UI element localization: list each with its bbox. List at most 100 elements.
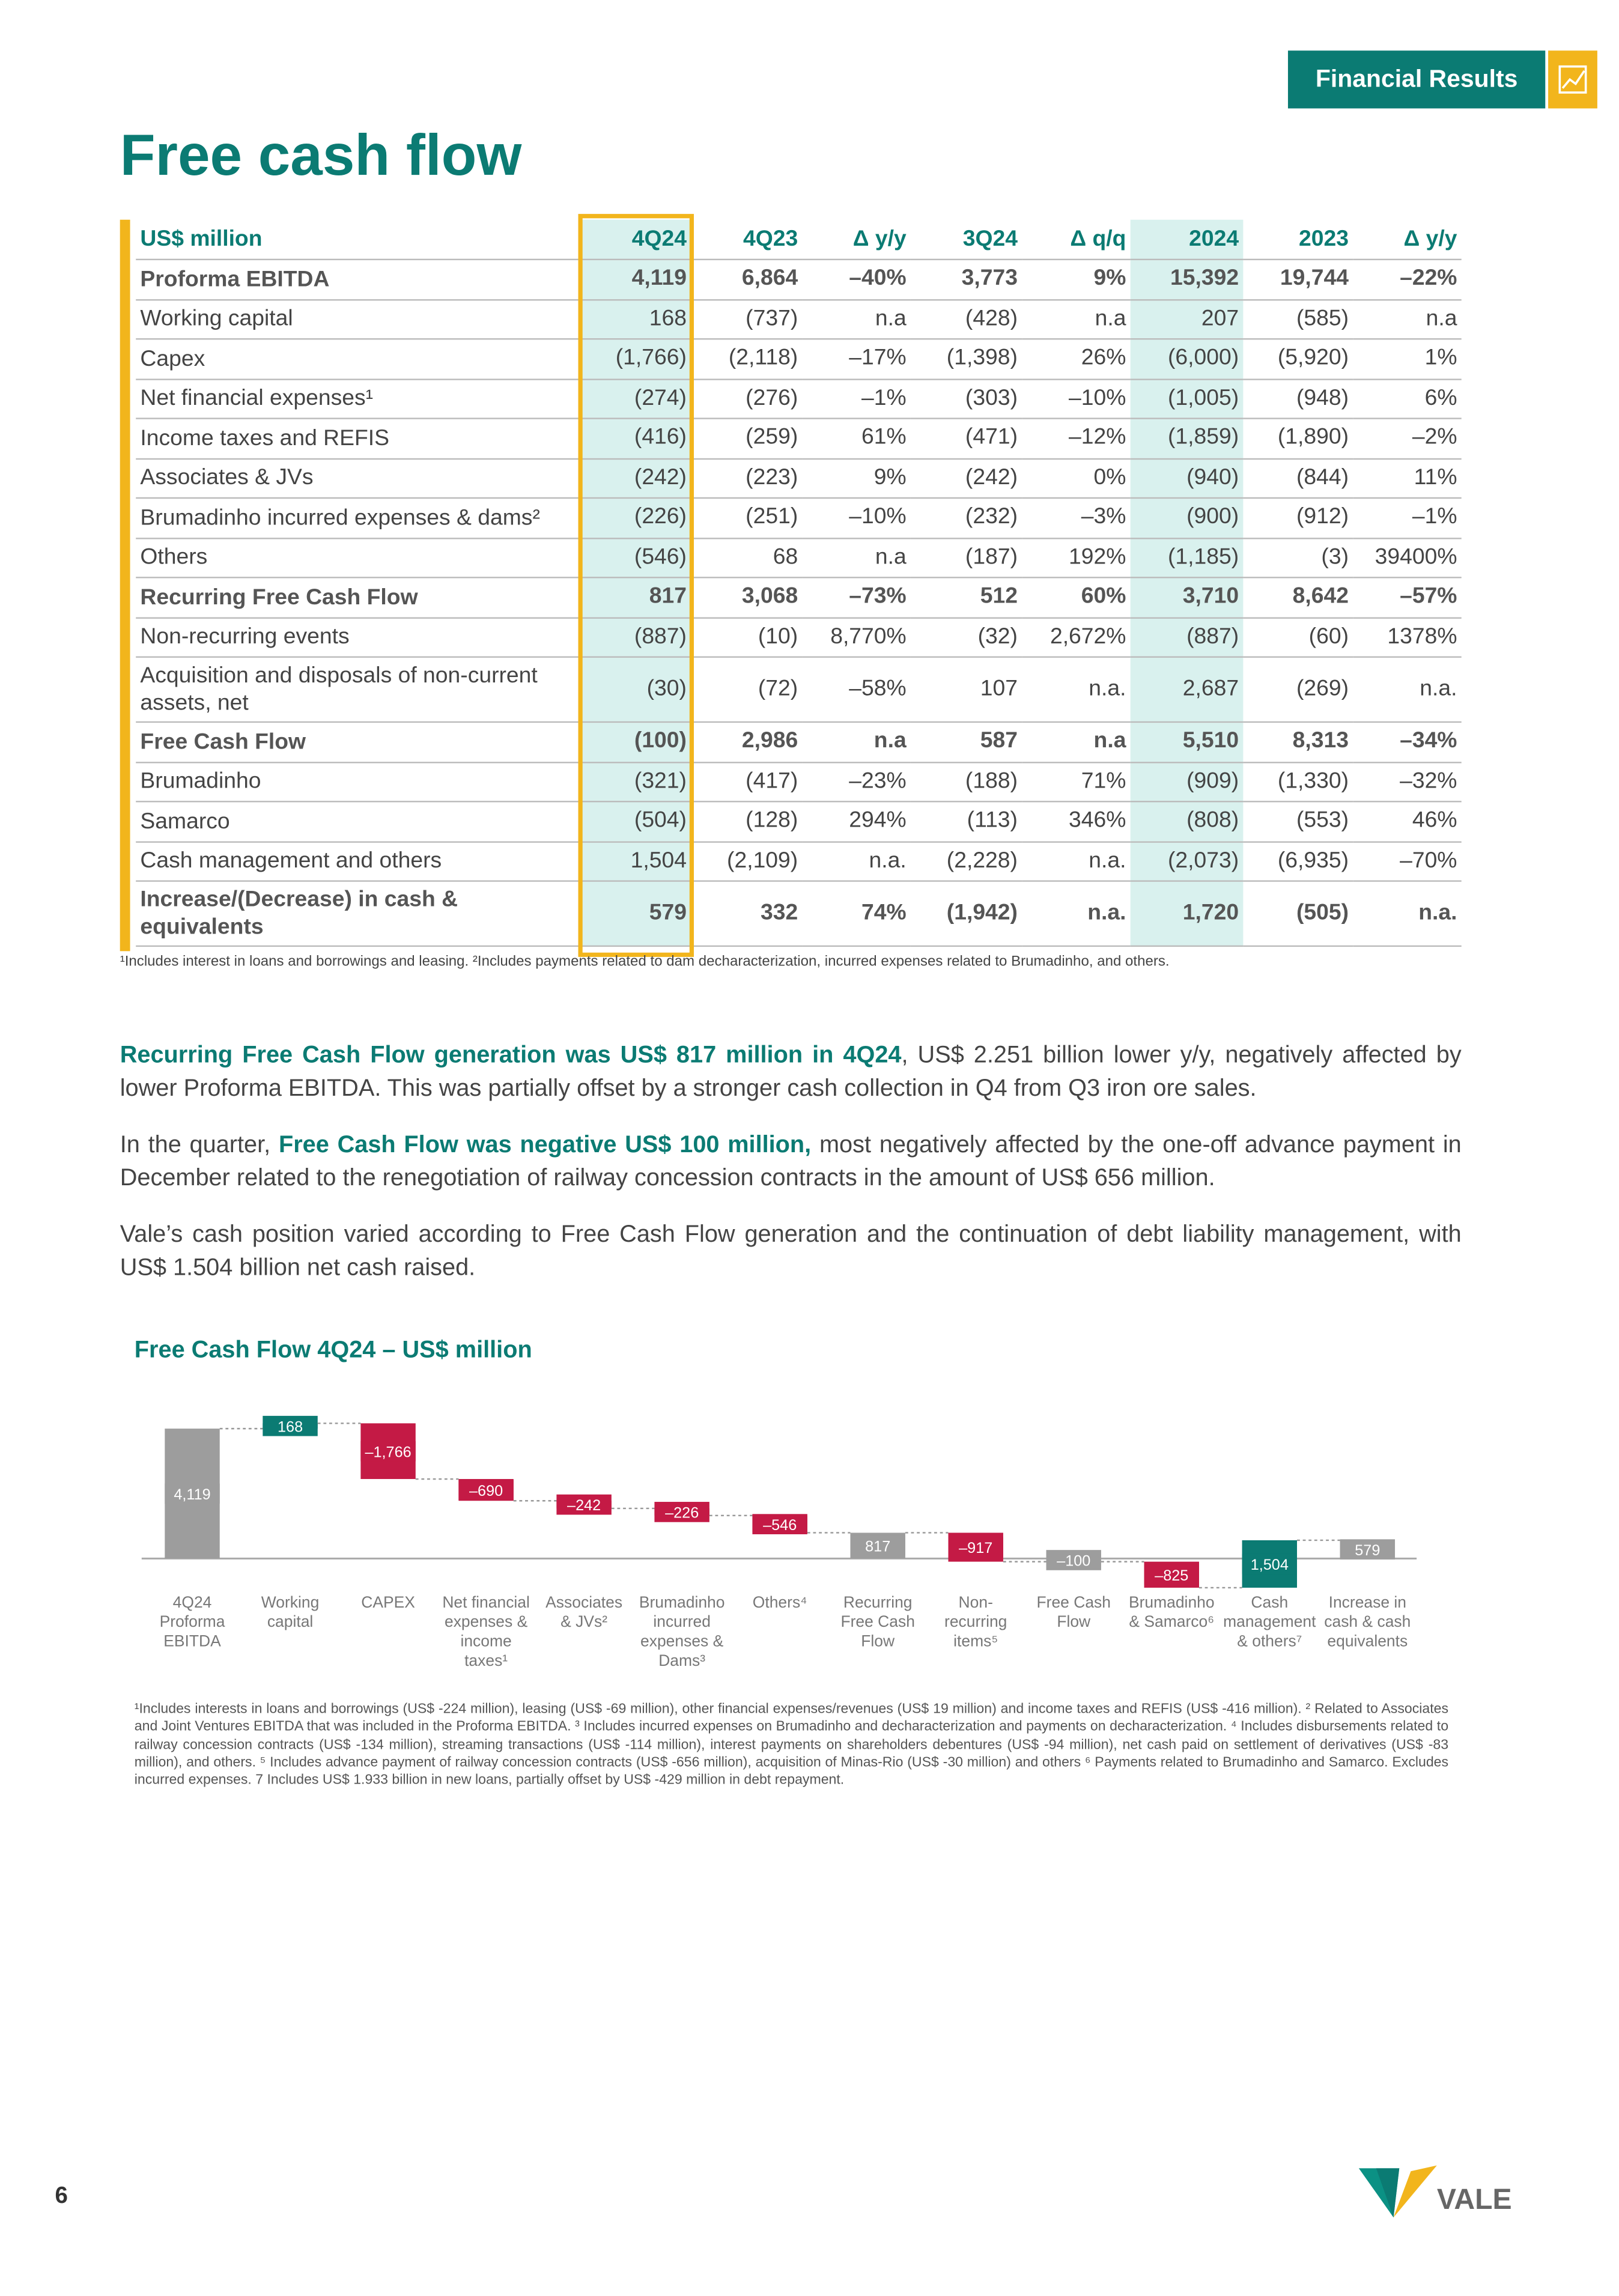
table-cell: (242) [579,458,691,499]
data-label: 4,119 [174,1486,210,1503]
label-box [165,1483,220,1504]
table-accent [120,219,130,952]
table-cell: –10% [802,497,911,539]
table-cell: –34% [1353,721,1462,763]
table-cell: 2,672% [1022,617,1131,658]
table-row: Free Cash Flow (100) 2,986 n.a 587 n.a 5,510 8,… [136,721,1462,763]
table-cell: 74% [802,881,911,947]
x-tick-label: 4Q24 [173,1593,212,1611]
table-cell: (188) [910,762,1022,803]
row-label: Working capital [136,299,580,340]
table-cell: (269) [1243,657,1353,723]
text: Vale’s cash position varied according to… [120,1221,1462,1281]
x-tick-label: equivalents [1327,1632,1408,1650]
label-box [850,1535,905,1556]
row-label: Brumadinho [136,762,580,803]
table-cell: (1,330) [1243,762,1353,803]
column-header: Δ y/y [802,219,911,261]
row-label: Associates & JVs [136,458,580,499]
row-label: Free Cash Flow [136,721,580,763]
table-cell: 346% [1022,801,1131,842]
table-cell: (242) [910,458,1022,499]
label-box [1046,1550,1101,1570]
table-cell: (2,118) [691,339,803,380]
table-row: Working capital 168 (737) n.a (428) n.a 207 (58… [136,299,1462,340]
table-cell: 15,392 [1130,259,1244,300]
table-cell: 26% [1022,339,1131,380]
table-cell: (100) [579,721,691,763]
x-tick-label: Free Cash [840,1612,915,1630]
table-row: Associates & JVs (242) (223) 9% (242) 0% (940)… [136,458,1462,499]
table-cell: 61% [802,418,911,459]
table-cell: (276) [691,378,803,419]
table-cell: –57% [1353,577,1462,618]
table-cell: n.a. [802,841,911,882]
table-row: Net financial expenses¹ (274) (276) –1% (303… [136,378,1462,419]
data-label: –100 [1057,1553,1090,1570]
x-tick-label: Dams³ [658,1651,705,1669]
table-cell: 3,773 [910,259,1022,300]
table-row: Acquisition and disposals of non-current… [136,657,1462,723]
table-cell: (1,398) [910,339,1022,380]
x-tick-label: & others⁷ [1237,1632,1302,1650]
x-tick-label: Free Cash [1036,1593,1111,1611]
logo-text: VALE [1437,2183,1512,2216]
table-cell: (1,890) [1243,418,1353,459]
table-cell: (226) [579,497,691,539]
data-label: –690 [469,1483,503,1499]
table-row: Capex (1,766) (2,118) –17% (1,398) 26% (6,000)… [136,339,1462,380]
x-tick-label: Brumadinho [1129,1593,1215,1611]
x-tick-label: Working [261,1593,320,1611]
column-header: US$ million [136,219,580,261]
data-label: 579 [1355,1542,1380,1559]
chart-title: Free Cash Flow 4Q24 – US$ million [134,1337,532,1364]
column-header: 4Q23 [691,219,803,261]
section-tag: Financial Results [1287,50,1546,109]
table-cell: (416) [579,418,691,459]
x-tick-label: Non- [959,1593,993,1611]
table-cell: –10% [1022,378,1131,419]
table-cell: 6% [1353,378,1462,419]
table-cell: 46% [1353,801,1462,842]
table-cell: (2,073) [1130,841,1244,882]
table-footnote: ¹Includes interest in loans and borrowin… [120,954,1170,970]
table-cell: 71% [1022,762,1131,803]
table-cell: 0% [1022,458,1131,499]
table-cell: (187) [910,538,1022,579]
table-cell: (428) [910,299,1022,340]
table-cell: 68 [691,538,803,579]
text: In the quarter, [120,1132,279,1158]
table-row: Samarco (504) (128) 294% (113) 346% (808) (553)… [136,801,1462,842]
table-cell: (60) [1243,617,1353,658]
table-cell: 1,720 [1130,881,1244,947]
table-cell: 579 [579,881,691,947]
paragraph: Recurring Free Cash Flow generation was … [120,1039,1462,1106]
table-cell: (1,859) [1130,418,1244,459]
x-tick-label: capital [267,1612,313,1630]
x-tick-label: & Samarco⁶ [1129,1612,1214,1630]
label-box [1340,1539,1396,1560]
data-label: –825 [1155,1567,1188,1584]
label-box [752,1514,807,1534]
table-cell: (1,766) [579,339,691,380]
x-tick-label: Associates [545,1593,622,1611]
table-cell: 5,510 [1130,721,1244,763]
table-cell: (2,228) [910,841,1022,882]
row-label: Samarco [136,801,580,842]
table-cell: 587 [910,721,1022,763]
label-box [263,1415,318,1436]
table-cell: n.a [1022,721,1131,763]
table-row: Non-recurring events (887) (10) 8,770% (32) 2… [136,617,1462,658]
table-cell: (505) [1243,881,1353,947]
x-tick-label: expenses & [640,1632,724,1650]
x-tick-label: Increase in [1329,1593,1406,1611]
x-tick-label: items⁵ [953,1632,998,1650]
table-cell: (808) [1130,801,1244,842]
table-cell: 8,770% [802,617,911,658]
table-cell: (259) [691,418,803,459]
row-label: Cash management and others [136,841,580,882]
table-cell: 168 [579,299,691,340]
bold-text: Free Cash Flow was negative US$ 100 mill… [278,1132,812,1158]
data-label: –546 [763,1517,797,1534]
